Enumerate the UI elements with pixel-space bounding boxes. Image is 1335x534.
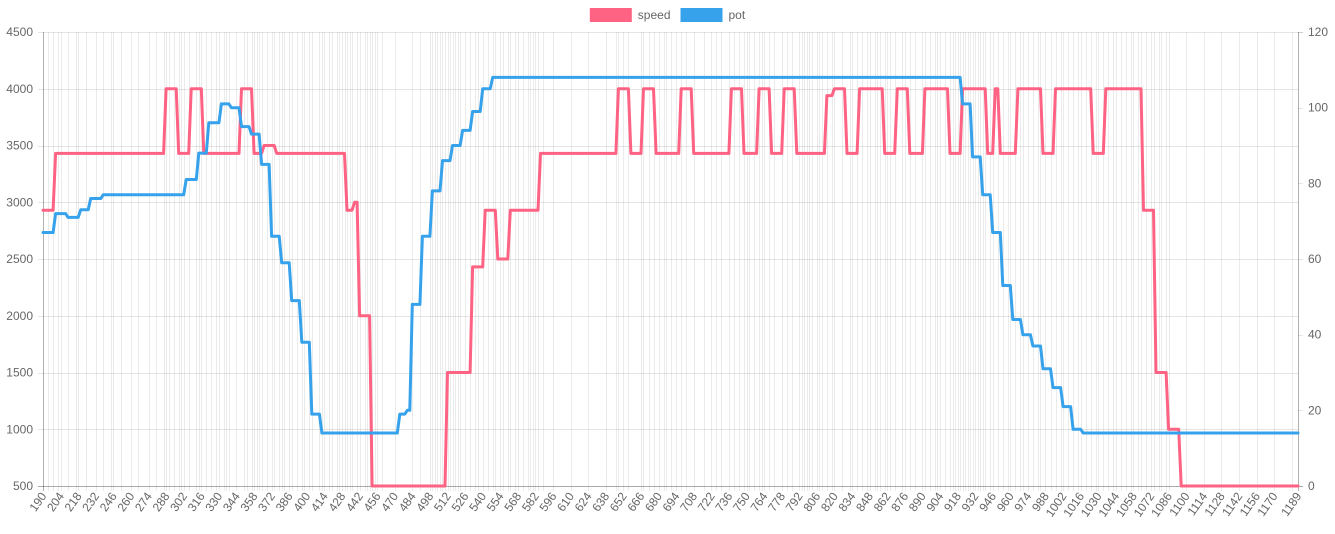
- series-lines: [41, 75, 1300, 488]
- legend-swatch-pot: [680, 8, 723, 22]
- y-right-tick-label: 60: [1308, 252, 1322, 266]
- y-left-tick-label: 2500: [6, 252, 33, 266]
- y-right-tick-label: 20: [1308, 403, 1322, 417]
- y-right-tick-label: 80: [1308, 176, 1322, 190]
- y-right-tick-label: 40: [1308, 328, 1322, 342]
- series-line-speed: [41, 87, 1300, 488]
- y-left-tick-label: 3000: [6, 195, 33, 209]
- y-left-tick-label: 1000: [6, 422, 33, 436]
- legend-item-speed[interactable]: speed: [589, 8, 671, 22]
- y-right-tick-label: 120: [1308, 25, 1328, 39]
- y-left-tick-label: 4500: [6, 25, 33, 39]
- grid: [38, 32, 1299, 491]
- y-left-tick-label: 2000: [6, 309, 33, 323]
- legend-item-pot[interactable]: pot: [680, 8, 746, 22]
- y-right-tick-label: 100: [1308, 101, 1328, 115]
- axes: 500 1000 1500 2000 2500 3000 3500 4000 4500 0 20 40…: [6, 25, 1328, 520]
- y-left-tick-label: 1500: [6, 366, 33, 380]
- legend-label-speed: speed: [638, 8, 671, 22]
- y-left-tick-label: 500: [13, 479, 33, 493]
- y-left-tick-label: 4000: [6, 82, 33, 96]
- y-right-tick-label: 0: [1308, 479, 1315, 493]
- legend-swatch-speed: [589, 8, 632, 22]
- legend[interactable]: speed pot: [589, 8, 746, 22]
- x-tick-label: 1189: [1278, 489, 1304, 518]
- y-left-tick-label: 3500: [6, 139, 33, 153]
- legend-label-pot: pot: [729, 8, 746, 22]
- series-line-pot: [41, 75, 1300, 435]
- x-tick-label: 1170: [1254, 489, 1280, 518]
